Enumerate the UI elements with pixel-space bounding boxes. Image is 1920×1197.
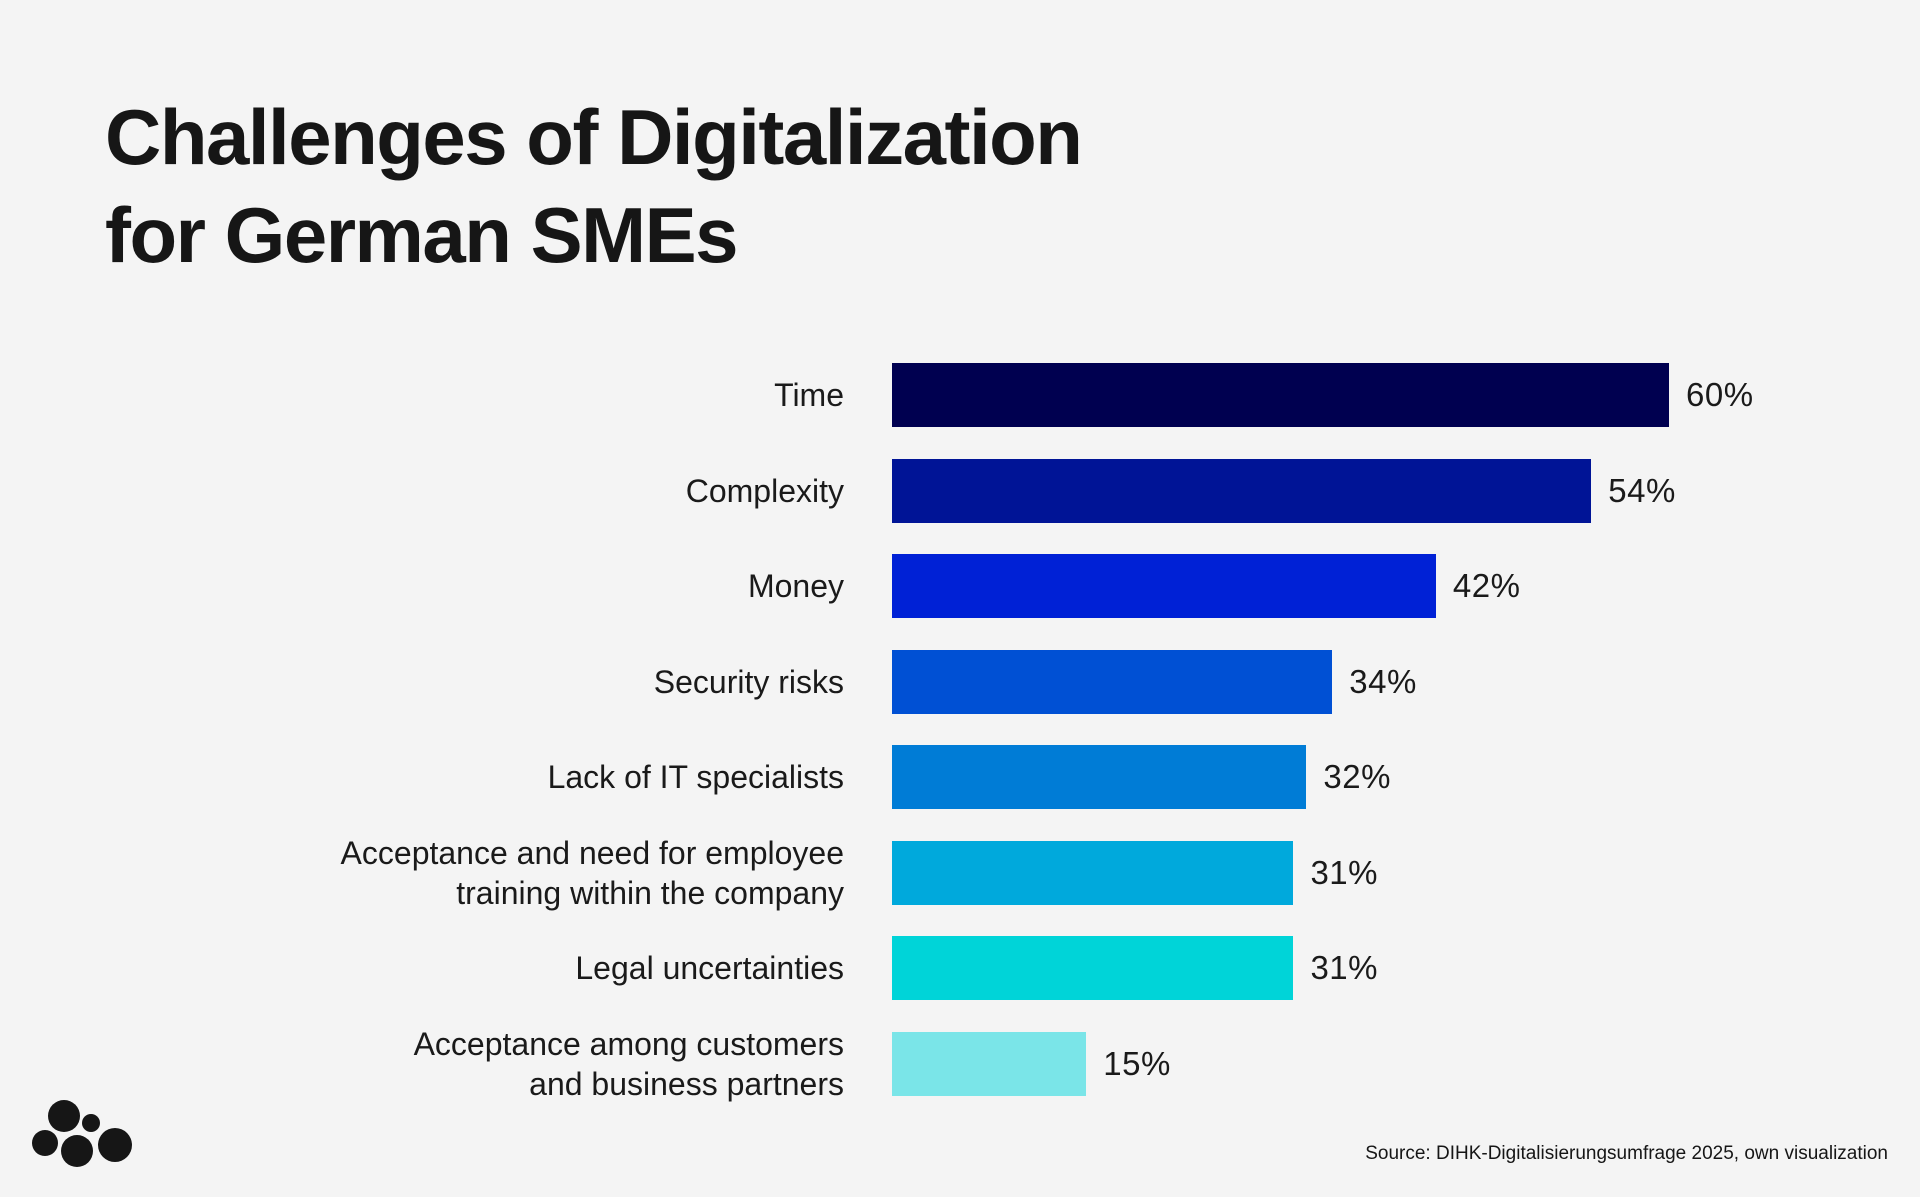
bar [892,649,1333,714]
category-label: Lack of IT specialists [547,759,844,795]
bar [892,1031,1087,1096]
bar [892,458,1592,523]
chart-title-line-2: for German SMEs [105,191,739,279]
bar [892,840,1294,905]
category-label: Complexity [685,472,844,509]
category-label: Acceptance and need for employee trainin… [340,834,844,911]
category-label: Security risks [653,663,844,700]
value-label: 54% [1608,471,1676,509]
bar [892,554,1436,618]
value-label: 42% [1452,567,1521,604]
bar [892,936,1294,1000]
chart-title: Challenges of Digitalization for German … [105,88,1083,284]
category-label: Legal uncertainties [575,950,844,986]
value-label: 34% [1349,662,1417,700]
value-label: 60% [1686,376,1754,413]
value-label: 32% [1323,758,1391,795]
dots-cluster-logo-icon [32,1100,132,1167]
bar [892,363,1669,427]
category-label: Money [747,568,844,604]
value-label: 15% [1103,1044,1171,1082]
value-label: 31% [1310,949,1378,986]
category-label: Acceptance among customers and business … [413,1025,844,1102]
source-note: Source: DIHK-Digitalisierungsumfrage 202… [1365,1143,1888,1164]
category-label: Time [774,377,844,413]
bar [892,745,1307,809]
chart-title-line-1: Challenges of Digitalization [105,93,1083,181]
value-label: 31% [1310,853,1378,891]
